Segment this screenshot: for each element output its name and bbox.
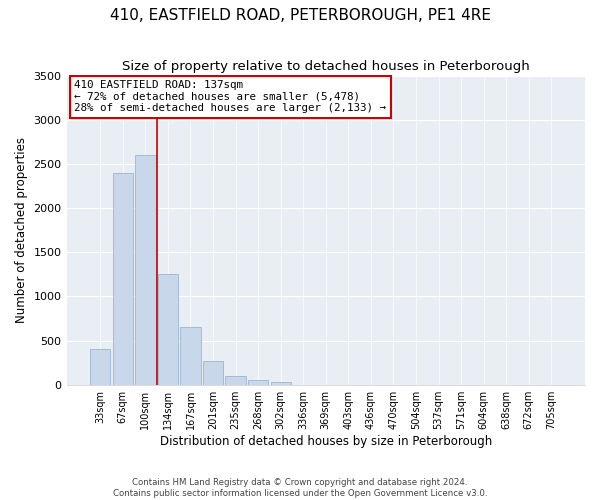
Bar [113,172,133,384]
Text: 410 EASTFIELD ROAD: 137sqm
← 72% of detached houses are smaller (5,478)
28% of s: 410 EASTFIELD ROAD: 137sqm ← 72% of deta… [74,80,386,114]
Bar [271,382,291,384]
Bar [203,361,223,384]
Title: Size of property relative to detached houses in Peterborough: Size of property relative to detached ho… [122,60,530,73]
Bar [248,380,268,384]
Y-axis label: Number of detached properties: Number of detached properties [15,137,28,323]
Bar [226,376,246,384]
X-axis label: Distribution of detached houses by size in Peterborough: Distribution of detached houses by size … [160,434,492,448]
Text: Contains HM Land Registry data © Crown copyright and database right 2024.
Contai: Contains HM Land Registry data © Crown c… [113,478,487,498]
Text: 410, EASTFIELD ROAD, PETERBOROUGH, PE1 4RE: 410, EASTFIELD ROAD, PETERBOROUGH, PE1 4… [110,8,491,22]
Bar [135,155,155,384]
Bar [158,274,178,384]
Bar [181,328,200,384]
Bar [90,350,110,384]
